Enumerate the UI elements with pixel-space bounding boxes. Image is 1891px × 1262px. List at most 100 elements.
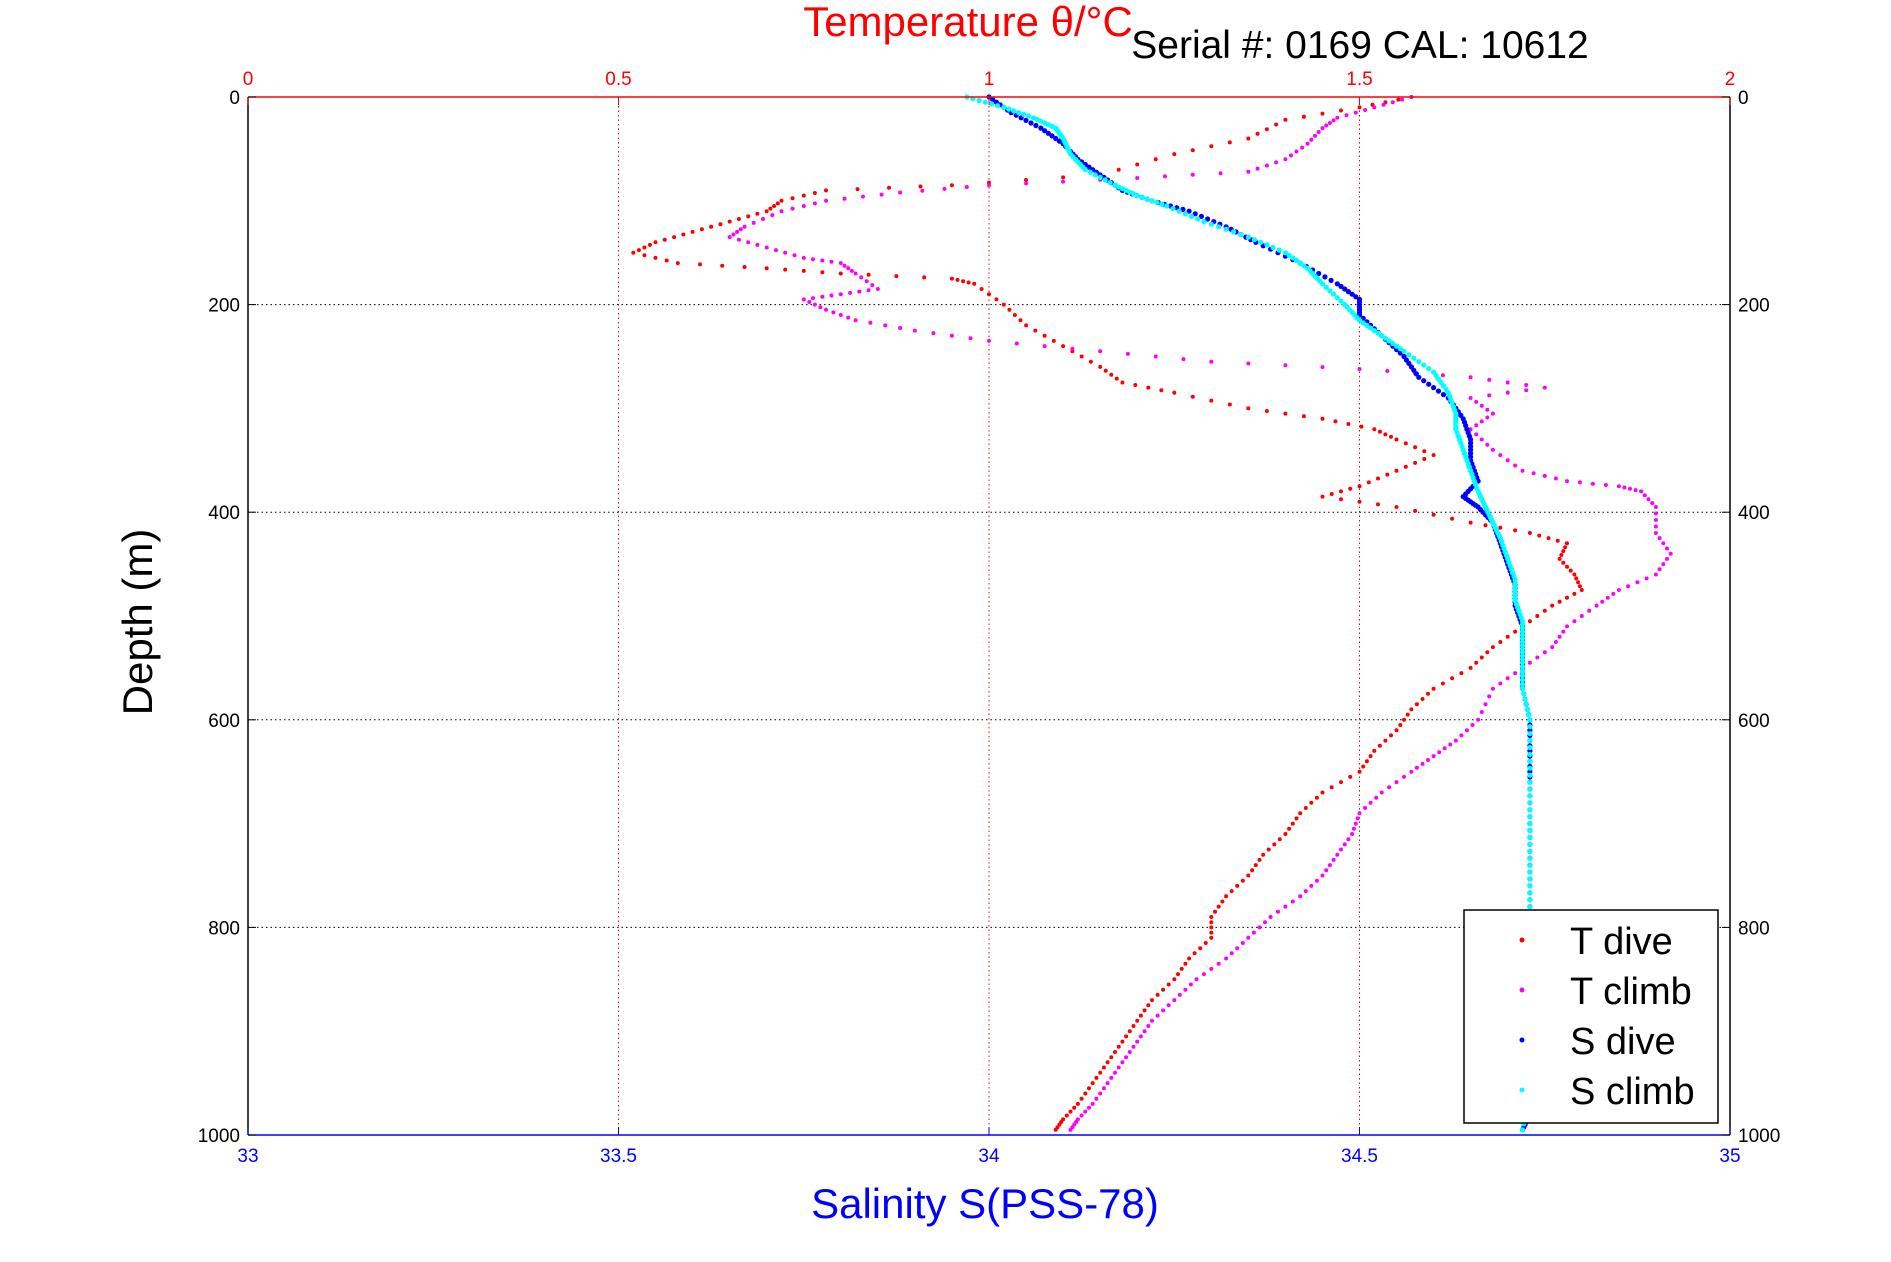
data-point xyxy=(1163,174,1167,179)
data-point xyxy=(1349,291,1355,297)
data-point xyxy=(898,326,903,330)
data-point xyxy=(1527,660,1532,665)
salinity-tick-label: 33 xyxy=(237,1146,258,1167)
data-point xyxy=(1553,640,1558,644)
data-point xyxy=(1527,793,1533,799)
data-point xyxy=(1464,728,1469,733)
data-point xyxy=(1011,108,1017,114)
data-point xyxy=(1283,904,1288,909)
data-point xyxy=(1426,366,1432,372)
data-point xyxy=(755,242,760,247)
data-point xyxy=(1087,169,1093,175)
data-point xyxy=(931,331,936,336)
data-point xyxy=(1376,476,1380,481)
data-point xyxy=(1440,681,1445,686)
data-point xyxy=(1223,226,1229,232)
data-point xyxy=(1661,541,1666,546)
salinity-tick-label: 34 xyxy=(978,1146,1000,1167)
data-point xyxy=(1519,664,1526,670)
data-point xyxy=(859,275,864,280)
data-point xyxy=(1357,499,1362,504)
data-point xyxy=(1209,144,1214,149)
data-point xyxy=(1028,120,1034,126)
data-point xyxy=(1098,1091,1103,1096)
data-point xyxy=(764,209,769,214)
data-point xyxy=(1414,765,1419,770)
data-point xyxy=(1016,110,1022,116)
data-point xyxy=(1357,769,1362,774)
data-point xyxy=(1329,492,1334,496)
data-point xyxy=(1209,359,1214,364)
data-point xyxy=(1246,361,1251,366)
data-point xyxy=(1264,409,1269,413)
data-point xyxy=(1261,852,1266,857)
data-point xyxy=(1363,806,1368,810)
data-point xyxy=(864,279,869,284)
data-point xyxy=(1411,355,1417,361)
data-point xyxy=(1024,178,1028,182)
data-point xyxy=(727,219,732,224)
data-point xyxy=(1468,375,1473,380)
data-point xyxy=(1134,193,1140,199)
data-point xyxy=(1209,925,1214,930)
data-point xyxy=(1105,1081,1110,1086)
data-point xyxy=(1075,1101,1080,1106)
data-point xyxy=(1375,330,1381,336)
data-point xyxy=(1198,946,1203,951)
data-point xyxy=(1277,837,1282,842)
data-point xyxy=(1098,1070,1103,1075)
data-point xyxy=(1611,591,1616,596)
data-point xyxy=(1402,774,1406,779)
data-point xyxy=(1394,343,1400,349)
data-point xyxy=(1190,394,1195,399)
data-point xyxy=(1385,472,1390,477)
data-point xyxy=(772,204,777,208)
data-point xyxy=(1579,588,1584,592)
data-point xyxy=(1161,987,1166,992)
data-point xyxy=(1339,489,1343,494)
data-point xyxy=(1192,211,1198,217)
data-point xyxy=(1557,556,1562,561)
data-point xyxy=(1083,1109,1088,1114)
data-point xyxy=(1422,457,1427,461)
data-point xyxy=(1594,603,1599,608)
data-point xyxy=(1531,471,1536,476)
data-point xyxy=(1258,239,1264,245)
data-point xyxy=(770,213,775,218)
data-point xyxy=(1479,437,1484,442)
data-point xyxy=(1313,133,1317,138)
data-point xyxy=(1490,447,1495,452)
data-point xyxy=(1164,203,1170,209)
data-point xyxy=(1527,731,1533,737)
data-point xyxy=(1113,1070,1117,1075)
data-point xyxy=(1557,634,1562,639)
data-point xyxy=(1542,385,1547,390)
data-point xyxy=(1138,1013,1143,1018)
data-point xyxy=(1542,608,1547,613)
data-point xyxy=(1190,172,1195,177)
data-point xyxy=(1068,1109,1073,1114)
data-point xyxy=(1561,560,1566,565)
data-point xyxy=(1527,869,1533,875)
data-point xyxy=(1403,464,1408,469)
data-point xyxy=(1061,179,1066,184)
series-t-dive xyxy=(631,95,1584,1132)
data-point xyxy=(1351,826,1356,831)
data-point xyxy=(820,258,825,263)
data-point xyxy=(1413,445,1418,450)
data-point xyxy=(779,209,784,214)
data-point xyxy=(842,196,847,201)
data-point xyxy=(1120,1039,1125,1044)
data-point xyxy=(1146,385,1151,390)
data-point xyxy=(846,266,851,271)
data-point xyxy=(1109,1055,1114,1060)
data-point xyxy=(1339,108,1343,113)
data-point xyxy=(1527,876,1533,882)
data-point xyxy=(1353,294,1359,300)
data-point xyxy=(1519,660,1526,666)
data-point xyxy=(1372,105,1377,110)
data-point xyxy=(1001,302,1006,307)
data-point xyxy=(1082,167,1088,173)
data-point xyxy=(1377,429,1382,434)
data-point xyxy=(1220,899,1225,904)
